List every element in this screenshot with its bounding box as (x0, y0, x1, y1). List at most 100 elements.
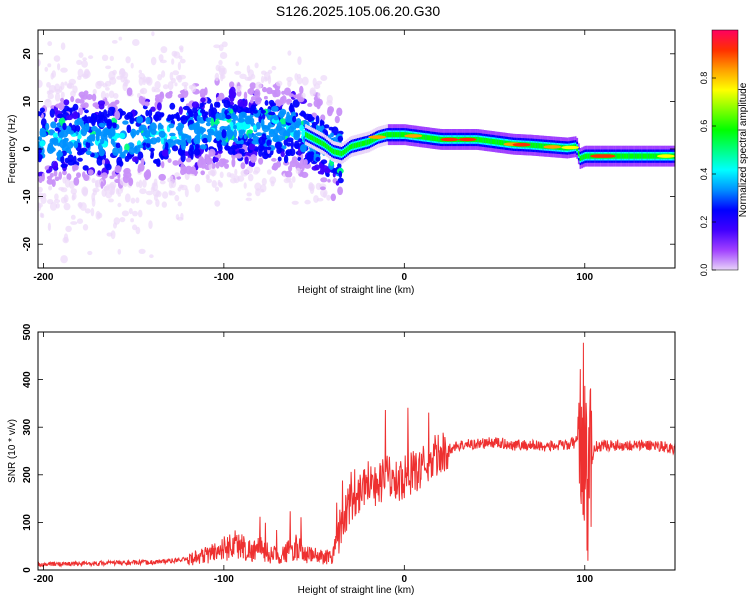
spectrogram-cell (204, 87, 208, 96)
spectrogram-cell (123, 82, 127, 87)
spectrogram-cell (200, 170, 205, 176)
spectrogram-cell (301, 92, 306, 99)
spectrogram-cell (162, 191, 169, 199)
spectrogram-cell (180, 152, 186, 163)
spectrogram-cell (68, 180, 75, 189)
spectrogram-cell (316, 80, 323, 85)
spectrogram-cell (146, 199, 153, 205)
spectrogram-cell (315, 115, 320, 125)
spectrogram-cell (114, 165, 122, 174)
spectrogram-cell (238, 129, 244, 139)
spectrogram-cell (307, 102, 313, 107)
spectrogram-cell (215, 161, 220, 169)
spectrogram-cell (327, 106, 335, 114)
spectrogram-cell (278, 111, 285, 118)
spectrogram-cell (76, 117, 83, 125)
spectrogram-cell (219, 52, 228, 59)
spectrogram-cell (58, 102, 65, 111)
spectrogram-cell (322, 191, 327, 199)
spectrogram-cell (193, 136, 200, 145)
spectrogram-cell (337, 135, 344, 142)
spectrogram-cell (146, 137, 151, 144)
spectrogram-cell (63, 99, 70, 106)
spectrogram-cell (105, 87, 110, 91)
spectrogram-cell (66, 114, 73, 121)
spectrogram-cell (135, 181, 140, 188)
spectrogram-cell (224, 163, 229, 169)
spectrogram-cell (285, 177, 292, 182)
spectrogram-cell (318, 139, 320, 145)
spectrogram-cell (214, 200, 221, 207)
spectrogram-cell (271, 65, 277, 71)
spectrogram-cell (110, 138, 115, 145)
spectrogram-cell (135, 226, 141, 235)
spectrogram-cell (117, 202, 122, 208)
spectrogram-cell (183, 84, 188, 92)
spectrogram-cell (149, 122, 157, 132)
spectrogram-cell (55, 203, 60, 209)
spectrogram-cell (270, 90, 277, 95)
spectrogram-cell (104, 158, 110, 165)
spectrogram-cell (436, 136, 439, 142)
spectrogram-cell (174, 82, 178, 87)
spectrogram-cell (149, 254, 154, 259)
y-tick-label: 500 (22, 323, 33, 340)
snr-series-line (38, 342, 675, 568)
x-tick-label: -200 (33, 272, 53, 283)
spectrogram-cell (77, 157, 83, 162)
spectrogram-cell (57, 63, 61, 71)
spectrogram-cell (124, 193, 131, 203)
spectrogram-cell (169, 102, 176, 110)
spectrogram-cell (250, 154, 257, 163)
spectrogram-cell (285, 149, 293, 157)
spectrogram-cell (150, 137, 158, 145)
spectrogram-cell (261, 70, 267, 75)
spectrogram-cell (581, 155, 583, 161)
spectrogram-cell (135, 129, 140, 136)
spectrogram-cell (221, 129, 227, 139)
spectrogram-cell (199, 102, 205, 108)
spectrogram-cell (342, 150, 345, 156)
spectrogram-cell (641, 153, 644, 159)
spectrogram-cell (146, 142, 151, 148)
spectrogram-cell (139, 124, 147, 131)
spectrogram-cell (254, 88, 261, 99)
spectrogram-cell (54, 193, 59, 201)
spectrogram-cell (293, 94, 300, 99)
spectrogram-cell (626, 153, 629, 159)
spectrogram-cell (138, 179, 143, 189)
spectrogram-cell (308, 133, 311, 139)
spectrogram-cell (487, 138, 489, 144)
spectrogram-cell (258, 157, 264, 165)
spectrogram-cell (181, 133, 186, 141)
spectrogram-cell (59, 139, 67, 149)
spectrogram-cell (54, 83, 61, 92)
spectrogram-cell (293, 140, 300, 149)
spectrogram-cell (399, 132, 402, 138)
spectrogram-cell (319, 139, 322, 145)
spectrogram-cell (483, 137, 486, 143)
spectrogram-cell (121, 210, 129, 217)
spectrogram-cell (218, 59, 223, 66)
spectrogram-cell (561, 145, 580, 150)
spectrogram-cell (151, 31, 155, 37)
spectrogram-cell (233, 128, 237, 138)
spectrogram-cell (428, 135, 431, 141)
spectrogram-cell (240, 162, 246, 170)
spectrogram-cell (130, 62, 134, 69)
spectrogram-cell (232, 114, 239, 121)
spectrogram-cell (230, 145, 238, 150)
spectrogram-cell (652, 153, 655, 159)
snr-y-axis-label: SNR (10 * v/v) (7, 419, 18, 483)
spectrogram-cell (153, 178, 158, 187)
spectrogram-cell (171, 145, 179, 152)
spectrogram-cell (306, 133, 309, 139)
spectrogram-cell (353, 143, 356, 149)
colorbar-tick-label: 0.8 (699, 72, 709, 85)
spectrogram-cell (218, 92, 225, 101)
spectrogram-cell (530, 142, 533, 148)
spectrogram-cell (114, 178, 122, 184)
spectrogram-cell (112, 69, 117, 75)
spectrogram-cell (313, 83, 321, 90)
